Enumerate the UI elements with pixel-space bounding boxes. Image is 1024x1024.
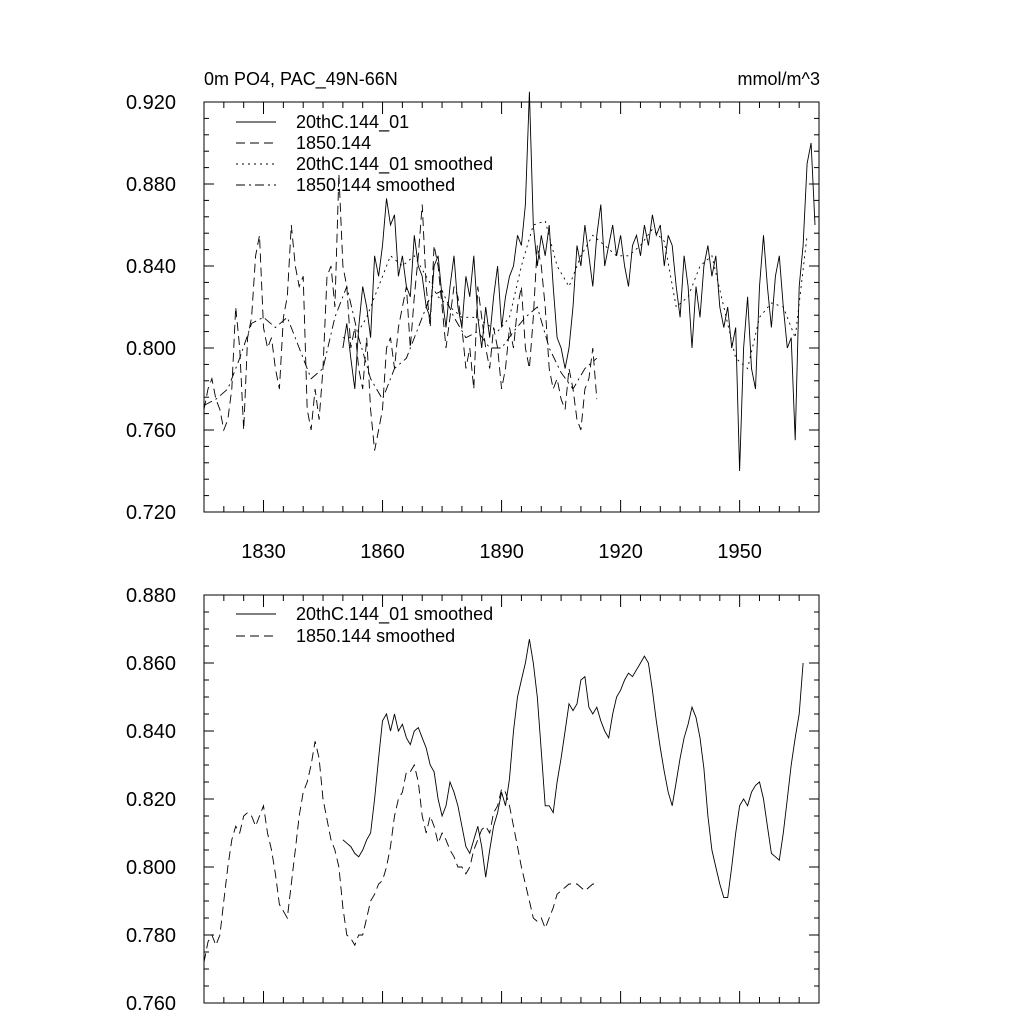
bottom-panel: 0.760 0.780 0.800 0.820 0.840 0.860 0.880 20thC… <box>126 585 820 1015</box>
top-y-tick-label: 0.760 <box>126 420 176 442</box>
top-x-tick-label: 1950 <box>717 541 762 563</box>
bottom-y-tick-label: 0.760 <box>126 993 176 1015</box>
top-plot-frame <box>203 101 820 513</box>
top-series-20thc-144-01-smoothed <box>342 220 808 370</box>
bottom-legend-label: 1850.144 smoothed <box>296 626 455 646</box>
bottom-legend-label: 20thC.144_01 smoothed <box>296 604 493 625</box>
bottom-series-20thc-144-01-smoothed <box>342 639 804 899</box>
plot-units-right: mmol/m^3 <box>738 69 820 89</box>
bottom-plot-frame <box>203 594 820 1004</box>
top-legend-label: 20thC.144_01 smoothed <box>296 154 493 175</box>
top-legend-label: 1850.144 smoothed <box>296 175 455 195</box>
bottom-series-1850-144-smoothed <box>203 741 597 963</box>
top-y-tick-label: 0.880 <box>126 174 176 196</box>
top-legend-label: 20thC.144_01 <box>296 112 409 133</box>
top-x-tick-label: 1860 <box>360 541 405 563</box>
top-x-tick-label: 1890 <box>479 541 524 563</box>
bottom-y-tick-label: 0.820 <box>126 789 176 811</box>
bottom-y-tick-label: 0.840 <box>126 721 176 743</box>
top-series-1850-144-smoothed <box>203 284 598 406</box>
bottom-y-tick-label: 0.860 <box>126 653 176 675</box>
top-x-tick-label: 1830 <box>241 541 286 563</box>
bottom-y-tick-label: 0.800 <box>126 857 176 879</box>
top-x-tick-label: 1920 <box>598 541 643 563</box>
top-series-1850-144 <box>203 173 598 451</box>
top-y-tick-label: 0.800 <box>126 338 176 360</box>
top-legend-label: 1850.144 <box>296 133 371 153</box>
top-y-tick-label: 0.920 <box>126 92 176 114</box>
top-y-tick-label: 0.840 <box>126 256 176 278</box>
top-y-tick-label: 0.720 <box>126 502 176 524</box>
plot-title-left: 0m PO4, PAC_49N-66N <box>204 69 398 90</box>
top-panel: 0.720 0.760 0.800 0.840 0.880 0.920 1830 1860 18… <box>126 91 820 563</box>
bottom-y-tick-label: 0.880 <box>126 585 176 607</box>
bottom-y-tick-label: 0.780 <box>126 925 176 947</box>
top-series-20thc-144-01 <box>342 91 816 472</box>
